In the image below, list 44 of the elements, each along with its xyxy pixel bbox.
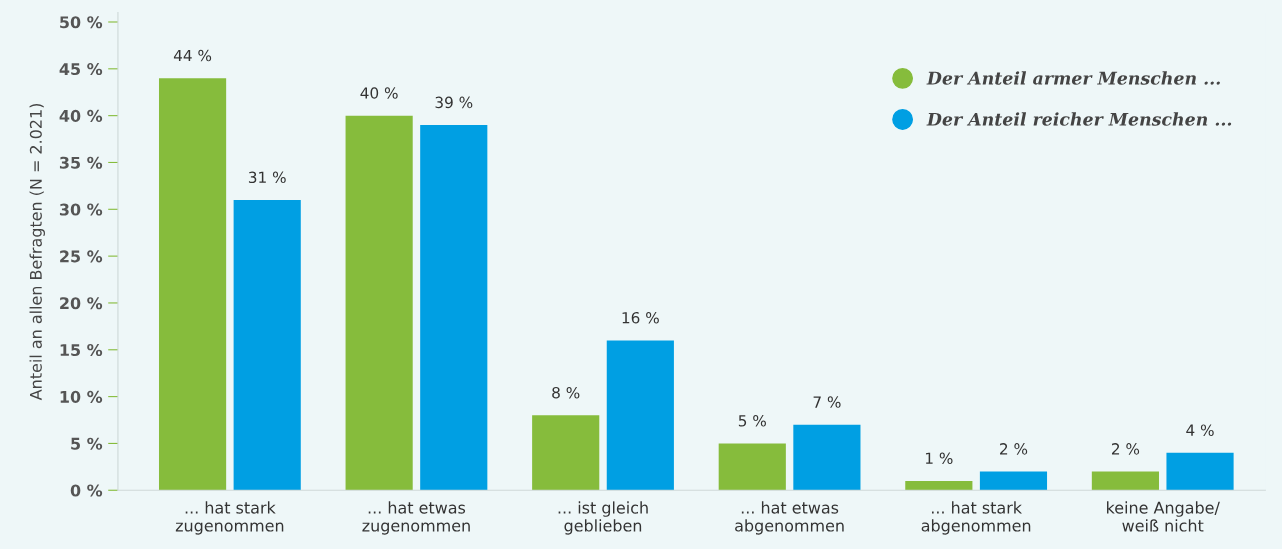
y-tick-label: 0 % <box>70 484 103 497</box>
bar <box>532 415 600 491</box>
bar <box>158 78 227 491</box>
x-tick-label: ... ist gleich geblieben <box>558 501 648 535</box>
data-label: 2 % <box>1000 443 1028 455</box>
data-label: 16 % <box>622 312 659 324</box>
y-tick-label: 20 % <box>60 297 103 310</box>
y-tick-label: 45 % <box>59 63 103 76</box>
x-tick-label: ... hat stark zugenommen <box>175 501 284 535</box>
bar <box>905 480 973 491</box>
y-tick-label: 10 % <box>60 390 103 403</box>
bar <box>420 125 488 491</box>
data-label: 5 % <box>738 415 766 427</box>
x-tick-label: ... hat etwas zugenommen <box>362 501 470 535</box>
x-tick-label: ... hat etwas abgenommen <box>735 501 844 535</box>
bar <box>793 424 861 491</box>
data-label: 31 % <box>248 171 286 184</box>
data-label: 44 % <box>173 49 212 62</box>
y-tick-label: 50 % <box>60 16 103 29</box>
data-label: 40 % <box>360 87 398 99</box>
y-tick-label: 5 % <box>71 437 103 450</box>
data-label: 39 % <box>435 96 473 109</box>
data-label: 1 % <box>925 452 953 465</box>
x-tick-label: ... hat stark abgenommen <box>921 501 1031 535</box>
bar <box>979 471 1048 491</box>
bar <box>606 340 674 491</box>
y-tick-label: 30 % <box>59 203 103 216</box>
y-tick-label: 15 % <box>60 343 103 357</box>
data-label: 8 % <box>552 386 580 399</box>
data-label: 4 % <box>1186 424 1214 436</box>
legend-label: Der Anteil armer Menschen ... <box>926 71 1220 85</box>
y-tick-label: 25 % <box>60 250 103 263</box>
bar <box>1091 471 1159 491</box>
data-label: 2 % <box>1111 443 1140 455</box>
bar <box>718 443 786 491</box>
y-tick-label: 35 % <box>59 156 103 169</box>
data-label: 7 % <box>813 396 841 408</box>
bar <box>1166 452 1234 491</box>
y-tick-label: 40 % <box>59 109 103 122</box>
x-tick-label: keine Angabe/ weiß nicht <box>1107 501 1220 532</box>
y-axis-title: Anteil an allen Befragten (N = 2.021) <box>29 104 45 401</box>
bar <box>233 199 301 491</box>
legend-label: Der Anteil reicher Menschen ... <box>926 112 1232 126</box>
bar <box>345 115 413 491</box>
